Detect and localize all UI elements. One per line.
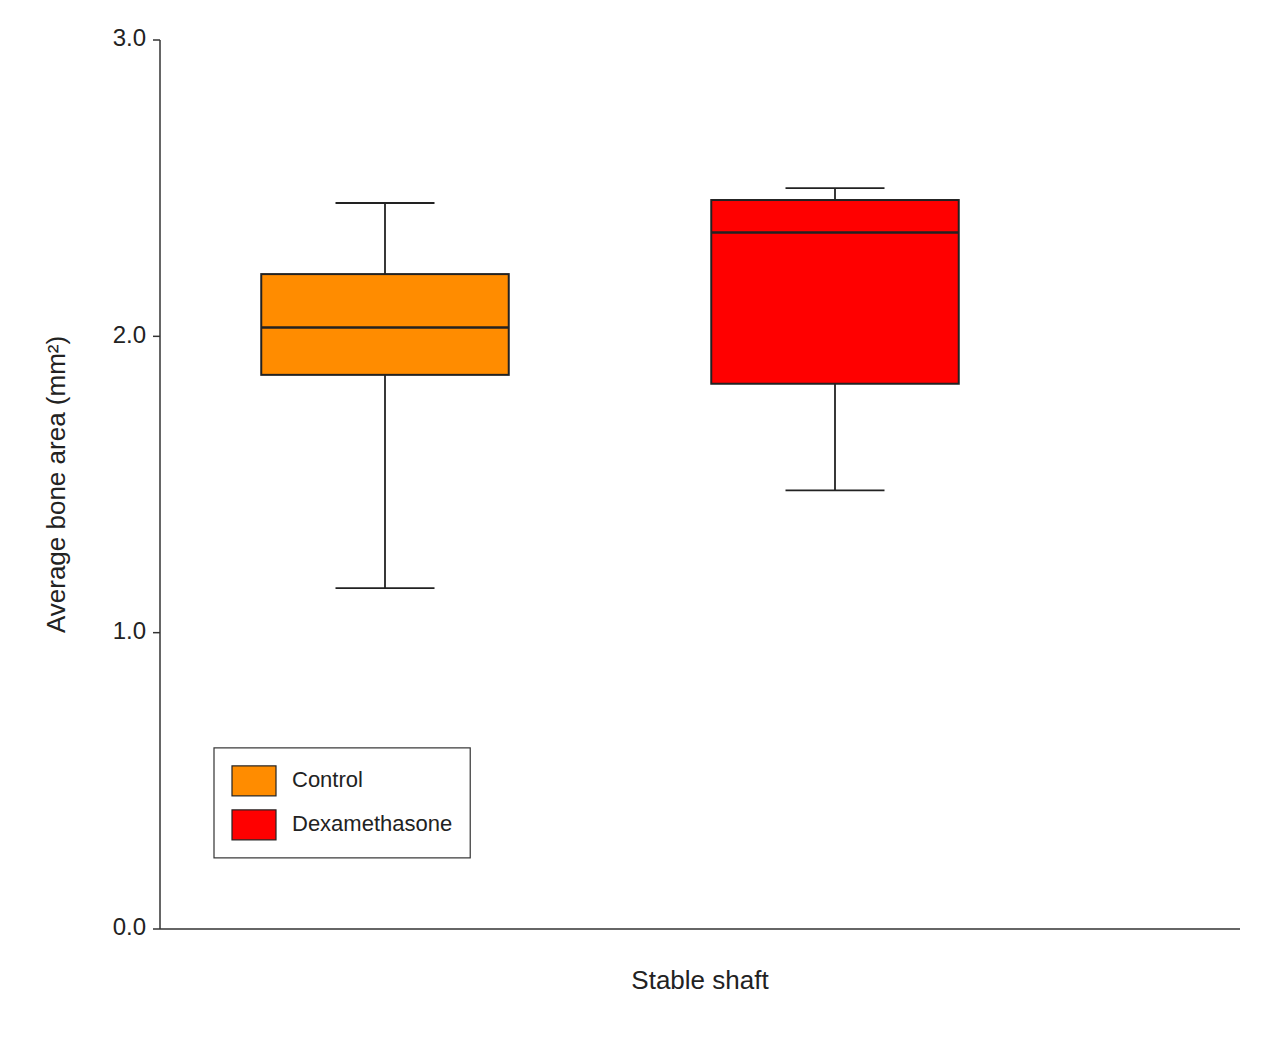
x-axis-line bbox=[160, 928, 1240, 930]
x-axis-label: Stable shaft bbox=[631, 965, 769, 995]
y-axis-line bbox=[159, 40, 161, 929]
legend-swatch bbox=[232, 810, 276, 840]
legend: Control Dexamethasone bbox=[214, 748, 470, 858]
box-group bbox=[261, 203, 509, 588]
legend-label: Control bbox=[292, 767, 363, 792]
upper-cap bbox=[786, 187, 885, 189]
y-tick bbox=[153, 928, 160, 930]
y-tick-label: 2.0 bbox=[113, 321, 146, 348]
median-line bbox=[261, 326, 509, 329]
y-tick-label: 0.0 bbox=[113, 913, 146, 940]
lower-whisker bbox=[384, 375, 386, 588]
y-tick-label: 1.0 bbox=[113, 617, 146, 644]
lower-cap bbox=[786, 490, 885, 492]
chart-svg: 0.0 1.0 2.0 3.0 Average bone area (mm²) Stabl… bbox=[0, 0, 1280, 1049]
plot-marks bbox=[261, 188, 959, 588]
median-line bbox=[711, 231, 959, 234]
upper-whisker bbox=[384, 203, 386, 274]
upper-whisker bbox=[834, 188, 836, 200]
legend-frame bbox=[214, 748, 470, 858]
y-axis-label: Average bone area (mm²) bbox=[41, 336, 71, 633]
y-tick-label: 3.0 bbox=[113, 24, 146, 51]
y-tick bbox=[153, 336, 160, 338]
chart-container: 0.0 1.0 2.0 3.0 Average bone area (mm²) Stabl… bbox=[0, 0, 1280, 1049]
upper-cap bbox=[336, 202, 435, 204]
box bbox=[711, 200, 959, 384]
box-group bbox=[711, 188, 959, 490]
legend-label: Dexamethasone bbox=[292, 811, 452, 836]
box bbox=[261, 274, 509, 375]
lower-cap bbox=[336, 587, 435, 589]
y-tick bbox=[153, 39, 160, 41]
y-tick bbox=[153, 632, 160, 634]
legend-swatch bbox=[232, 766, 276, 796]
lower-whisker bbox=[834, 384, 836, 491]
